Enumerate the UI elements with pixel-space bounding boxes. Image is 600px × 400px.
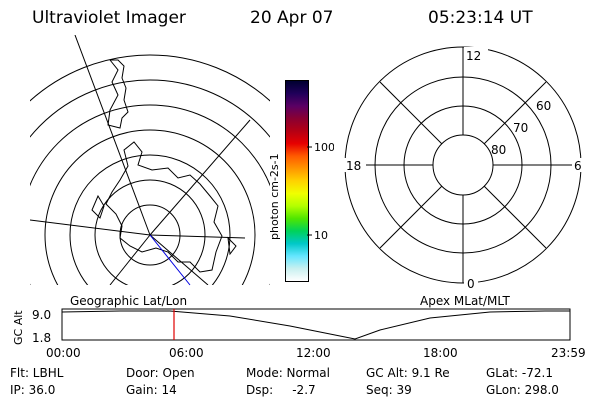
coastline (91, 194, 105, 219)
door-info: Door: Open (126, 366, 195, 380)
meridian-line (109, 234, 151, 285)
dsp-info: Dsp: -2.7 (246, 383, 316, 397)
lat-label-60: 60 (536, 99, 551, 113)
lat-circle (44, 129, 256, 285)
seq-info: Seq: 39 (366, 383, 412, 397)
timeline-y-tick-low: 1.8 (32, 331, 51, 345)
meridian-line (30, 219, 151, 236)
lat-label-70: 70 (513, 121, 528, 135)
lat-circle (69, 154, 231, 285)
colorbar-tick-10: 10 (314, 229, 328, 242)
meridian-line (74, 35, 151, 236)
glat-info: GLat: -72.1 (486, 366, 553, 380)
filter-info: Flt: LBHL (10, 366, 64, 380)
timeline-y-label: GC Alt (12, 310, 25, 345)
mlt-label-12: 12 (466, 49, 481, 63)
mode-info: Mode: Normal (246, 366, 330, 380)
gc-alt-curve (61, 310, 570, 340)
lat-label-80: 80 (491, 143, 506, 157)
mlt-label-6: 6 (574, 159, 582, 173)
colorbar (285, 80, 309, 282)
geographic-coords-title: Geographic Lat/Lon (70, 294, 188, 308)
mlt-label-18: 18 (346, 159, 361, 173)
lat-circle (30, 54, 270, 102)
coastline (105, 141, 223, 273)
glon-info: GLon: 298.0 (486, 383, 559, 397)
colorbar-tick-100: 100 (314, 141, 334, 154)
meridian-line (149, 234, 246, 239)
x-tick-2359: 23:59 (551, 346, 586, 360)
x-tick-1800: 18:00 (423, 346, 458, 360)
ip-info: IP: 36.0 (10, 383, 56, 397)
lat-circle (30, 79, 270, 138)
x-tick-1200: 12:00 (296, 346, 331, 360)
lat-circle (94, 179, 206, 285)
gain-info: Gain: 14 (126, 383, 177, 397)
apex-coords-title: Apex MLat/MLT (420, 294, 510, 308)
geographic-map (30, 35, 270, 286)
coastline (227, 236, 237, 256)
gc-alt-timeline: GC Alt 9.0 1.8 (12, 308, 571, 345)
colorbar-label: photon cm-2s-1 (268, 153, 281, 240)
terminator-line (149, 234, 191, 286)
colorbar-gradient (286, 81, 308, 281)
date-label: 20 Apr 07 (250, 8, 334, 28)
coastline (107, 59, 129, 129)
lat-circle (30, 104, 270, 285)
gc-alt-info: GC Alt: 9.1 Re (366, 366, 450, 380)
x-tick-0600: 06:00 (169, 346, 204, 360)
mlt-label-0: 0 (467, 277, 475, 290)
colorbar-axis: 100 10 photon cm-2s-1 (268, 141, 334, 242)
mlt-polar-plot: 12 0 18 6 60 70 80 (344, 46, 584, 290)
instrument-title: Ultraviolet Imager (32, 8, 186, 28)
x-tick-0000: 00:00 (46, 346, 81, 360)
meridian-line (149, 234, 209, 285)
time-label: 05:23:14 UT (428, 8, 533, 28)
meridian-line (149, 119, 251, 236)
timeline-y-tick-high: 9.0 (32, 308, 51, 322)
